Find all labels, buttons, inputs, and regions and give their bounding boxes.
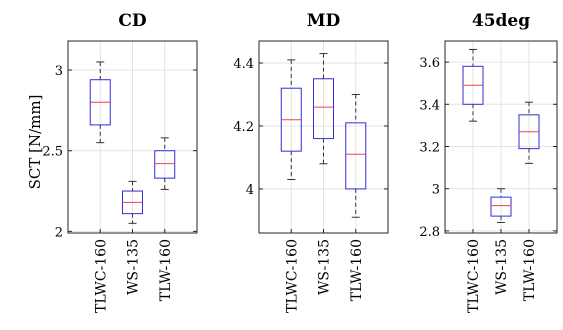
y-tick-label: 3.2 [419, 140, 440, 155]
y-tick-label: 4.2 [233, 120, 254, 135]
box-iqr [154, 150, 176, 179]
x-tick-label: WS-135 [494, 239, 510, 295]
y-tick-label: 3 [432, 183, 440, 198]
box-ws-135 [490, 188, 512, 223]
x-tick-label: TLW-160 [158, 239, 174, 301]
y-tick-label: 3 [55, 64, 63, 79]
panel-45deg: 2.8 3 3.2 3.4 3.6 TLWC-160 WS-135 TLW-160 45deg [419, 11, 558, 313]
box-tlw-160 [154, 137, 176, 190]
y-tick-label: 4.4 [233, 57, 254, 72]
box-tlw-160 [345, 94, 367, 218]
y-tick-label: 3.6 [419, 56, 440, 71]
x-tick-label: TLWC-160 [284, 239, 300, 313]
x-tick-label: WS-135 [317, 239, 333, 295]
panel-title: MD [307, 11, 341, 31]
panel-cd: 2 2.5 3 TLWC-160 WS-135 TLW-160 CD [42, 11, 198, 313]
panels: 2 2.5 3 TLWC-160 WS-135 TLW-160 CD 4 4.2 4.4 TLWC-… [42, 11, 558, 313]
box-tlwc-160 [462, 48, 484, 122]
box-ws-135 [313, 53, 334, 165]
box-iqr [313, 78, 334, 140]
y-tick-label: 2.5 [42, 145, 63, 160]
box-ws-135 [122, 180, 143, 224]
box-tlw-160 [518, 101, 540, 164]
box-tlwc-160 [89, 61, 111, 144]
y-tick-label: 4 [246, 183, 254, 198]
y-tick-label: 3.4 [419, 98, 440, 113]
box-tlwc-160 [280, 59, 302, 180]
y-axis-label: SCT [N/mm] [26, 95, 44, 190]
x-tick-label: TLW-160 [349, 239, 365, 301]
x-tick-label: TLWC-160 [466, 239, 482, 313]
x-tick-label: WS-135 [126, 239, 142, 295]
box-iqr [345, 122, 367, 190]
panel-title: 45deg [472, 11, 530, 31]
panel-title: CD [118, 11, 147, 31]
y-tick-label: 2 [55, 225, 63, 240]
panel-md: 4 4.2 4.4 TLWC-160 WS-135 TLW-160 MD [233, 11, 389, 313]
y-tick-label: 2.8 [419, 225, 440, 240]
x-tick-label: TLW-160 [522, 239, 538, 301]
box-iqr [490, 196, 512, 217]
x-tick-label: TLWC-160 [93, 239, 109, 313]
